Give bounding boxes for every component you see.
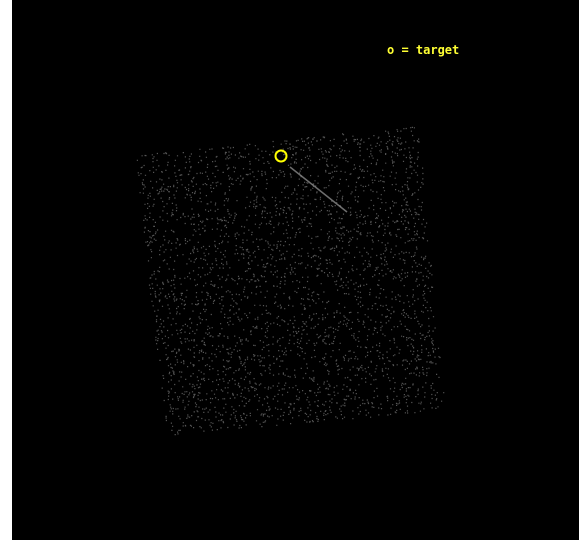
particle-field [136, 126, 445, 436]
target-marker [274, 149, 288, 163]
game-screen [12, 0, 579, 540]
legend: o = target [387, 43, 459, 57]
trail [289, 166, 348, 213]
